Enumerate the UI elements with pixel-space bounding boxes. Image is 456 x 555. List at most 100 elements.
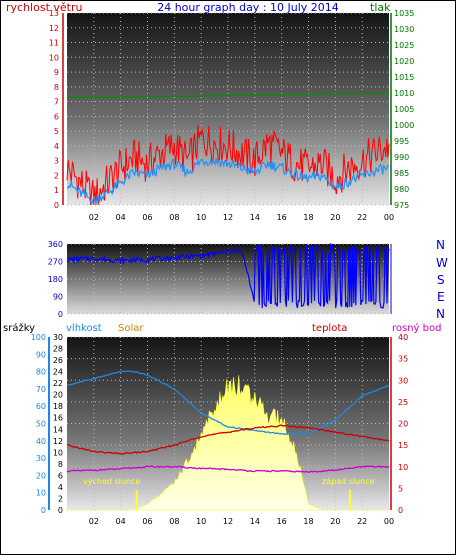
rain-tick-label: 40 [36,437,46,446]
solar-tick-label: 0 [58,506,63,515]
direction-tick-label: 270 [48,258,63,267]
solar-tick-label: 10 [53,448,63,457]
pressure-line [66,92,389,98]
wind-direction-line [67,242,390,309]
wind-average-line [66,157,390,206]
pressure-tick-label: 975 [394,201,409,210]
wind-tick-label: 7 [54,98,59,107]
rain-tick-label: 30 [36,454,46,463]
pressure-tick-label: 1030 [394,25,414,34]
direction-tick-label: 360 [48,240,63,249]
pressure-tick-label: 1015 [394,73,414,82]
rain-tick-label: 100 [31,333,46,342]
dewpoint-line [66,465,390,473]
wind-tick-label: 0 [54,201,59,210]
dir-label-n-bottom: N [436,307,445,321]
solar-tick-label: 6 [58,471,63,480]
chart-title: 24 hour graph day : 10 July 2014 [157,1,339,14]
x-tick-label: 08 [169,517,179,526]
temp-tick-label: 0 [398,506,403,515]
wind-tick-label: 4 [54,142,59,151]
x-tick-label: 06 [142,517,152,526]
dir-label-s: S [437,273,445,287]
temp-tick-label: 20 [398,420,408,429]
solar-tick-label: 22 [53,379,63,388]
x-tick-label: 22 [357,213,367,222]
x-tick-label: 00 [384,517,394,526]
temp-tick-label: 15 [398,441,408,450]
rain-tick-label: 90 [36,350,46,359]
pressure-tick-label: 1010 [394,89,414,98]
legend-dew: rosný bod [392,322,441,334]
pressure-tick-label: 1020 [394,57,414,66]
temp-tick-label: 35 [398,355,408,364]
wind-tick-label: 11 [49,39,59,48]
x-tick-label: 02 [89,213,99,222]
pressure-tick-label: 1005 [394,105,414,114]
pressure-tick-label: 1000 [394,121,414,130]
x-tick-label: 06 [142,213,152,222]
temperature-series [66,370,390,511]
pressure-axis-title: tlak [370,1,391,14]
solar-tick-label: 20 [53,391,63,400]
x-tick-label: 02 [89,517,99,526]
x-tick-label: 20 [330,517,340,526]
x-tick-label: 18 [303,517,313,526]
direction-tick-label: 0 [58,310,63,319]
wind-tick-label: 10 [49,53,59,62]
temp-tick-label: 25 [398,398,408,407]
legend-humidity: vlhkost [66,323,102,334]
x-tick-label: 08 [169,213,179,222]
x-tick-label: 22 [357,517,367,526]
solar-tick-label: 14 [53,425,63,434]
legend-rain: srážky [3,322,35,334]
rain-tick-label: 60 [36,402,46,411]
x-tick-label: 04 [116,517,126,526]
pressure-tick-label: 1035 [394,9,414,18]
rain-tick-label: 50 [36,420,46,429]
x-tick-label: 10 [196,213,206,222]
rain-tick-label: 70 [36,385,46,394]
x-tick-label: 20 [330,213,340,222]
solar-tick-label: 12 [53,437,63,446]
rain-tick-label: 0 [41,506,46,515]
x-tick-label: 12 [223,213,233,222]
wind-tick-label: 2 [54,171,59,180]
temperature-line [66,424,390,455]
legend-temp: teplota [312,323,347,334]
x-tick-label: 14 [250,517,260,526]
dir-label-n-top: N [436,238,445,252]
solar-tick-label: 28 [53,345,63,354]
solar-area [67,375,389,511]
solar-tick-label: 26 [53,356,63,365]
rain-tick-label: 80 [36,368,46,377]
legend-solar: Solar [118,323,144,334]
solar-tick-label: 8 [58,460,63,469]
temp-tick-label: 40 [398,333,408,342]
pressure-tick-label: 985 [394,169,409,178]
solar-tick-label: 30 [53,333,63,342]
direction-series [67,242,390,309]
wind-series [66,92,390,206]
dir-label-e: E [437,290,445,304]
wind-tick-label: 12 [49,24,59,33]
x-tick-label: 04 [116,213,126,222]
pressure-tick-label: 1025 [394,41,414,50]
x-tick-label: 14 [250,213,260,222]
solar-tick-label: 18 [53,402,63,411]
pressure-tick-label: 980 [394,185,409,194]
pressure-tick-label: 990 [394,153,409,162]
x-tick-label: 16 [277,213,287,222]
wind-tick-label: 3 [54,157,59,166]
wind-tick-label: 13 [49,9,59,18]
wind-tick-label: 5 [54,127,59,136]
pressure-tick-label: 995 [394,137,409,146]
x-tick-label: 10 [196,517,206,526]
wind-tick-label: 8 [54,83,59,92]
wind-tick-label: 1 [54,186,59,195]
dir-label-w: W [436,256,448,270]
rain-tick-label: 20 [36,471,46,480]
wind-axis-title: rychlost větru [6,1,82,14]
x-tick-label: 12 [223,517,233,526]
